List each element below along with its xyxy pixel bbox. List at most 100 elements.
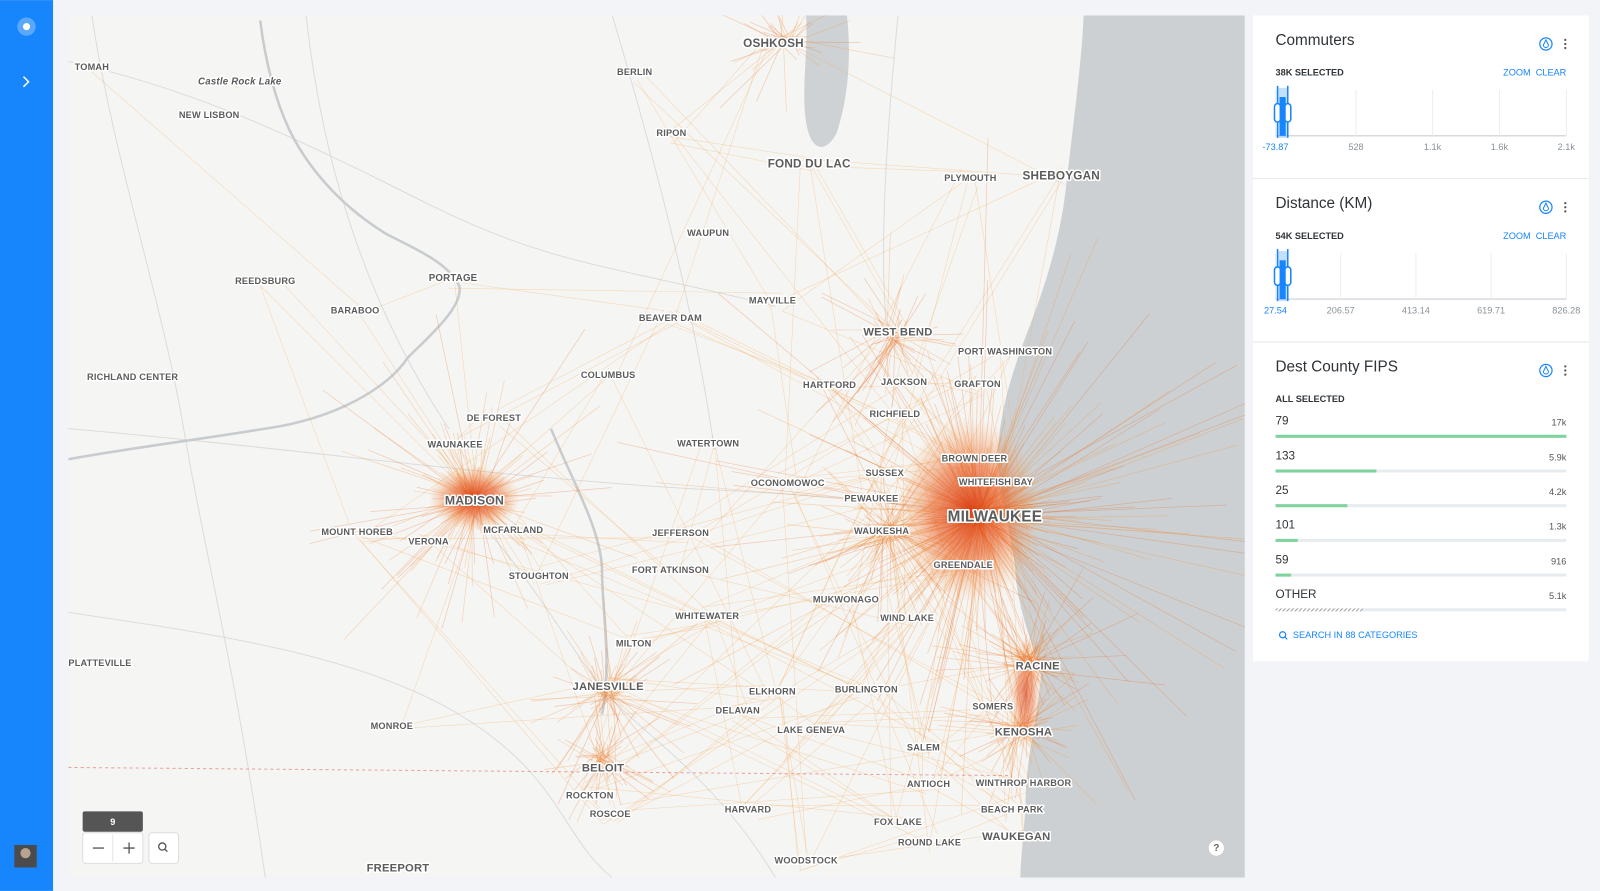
flow-line [799, 791, 1028, 872]
widget-menu-dot[interactable] [1564, 210, 1567, 213]
flow-line [933, 720, 1022, 724]
map-label: WHITEWATER [675, 611, 739, 621]
widget-color-button[interactable] [1539, 200, 1553, 214]
category-bar[interactable] [1275, 469, 1377, 473]
flow-line [784, 40, 820, 66]
flow-line [885, 333, 910, 378]
flow-line [779, 695, 808, 856]
flow-line [891, 338, 938, 380]
expand-button[interactable] [22, 76, 30, 88]
category-label[interactable]: 79 [1276, 415, 1289, 428]
flow-line [890, 338, 915, 354]
map-label: GREENDALE [934, 560, 993, 570]
flow-line [676, 387, 899, 529]
map-label: BEAVER DAM [639, 313, 702, 323]
help-button[interactable] [1207, 839, 1225, 857]
map-label: RICHFIELD [870, 409, 921, 419]
flow-line [607, 710, 636, 755]
flow-line [600, 716, 736, 770]
category-bar[interactable] [1275, 608, 1363, 612]
flow-line [580, 445, 702, 791]
flow-line [837, 333, 898, 419]
flow-line [814, 532, 887, 566]
flow-line [588, 757, 600, 761]
flow-line [615, 620, 718, 681]
flow-line [866, 480, 877, 496]
flow-line [578, 656, 602, 699]
flow-line [594, 698, 606, 767]
widget-color-button[interactable] [1539, 363, 1553, 378]
flow-line [865, 341, 892, 372]
widget-menu-dot[interactable] [1564, 202, 1567, 205]
flow-line [913, 753, 1018, 810]
flow-line [890, 529, 908, 623]
map-label: PLATTEVILLE [68, 658, 131, 668]
map-label: WAUPUN [687, 228, 729, 238]
widget-action[interactable]: ZOOM [1503, 231, 1531, 241]
flow-line [358, 535, 361, 538]
widget-action[interactable]: CLEAR [1536, 68, 1567, 78]
widget-menu-dot[interactable] [1564, 42, 1567, 46]
category-label[interactable]: 25 [1276, 484, 1290, 497]
flow-line [673, 43, 779, 129]
flow-line [790, 46, 816, 49]
widget-menu-dot[interactable] [1564, 38, 1567, 42]
map-label: KENOSHA [995, 727, 1053, 739]
widget-menu-dot[interactable] [1564, 46, 1567, 50]
rivers [68, 20, 608, 715]
search-map[interactable] [148, 832, 180, 864]
flow-line [778, 17, 783, 38]
widget-menu-dot[interactable] [1564, 373, 1567, 376]
widget-menu-dot[interactable] [1564, 365, 1567, 368]
flow-line [596, 760, 620, 769]
flow-line [633, 82, 901, 336]
widget-action[interactable]: CLEAR [1536, 231, 1567, 241]
flow-line [863, 277, 900, 332]
flow-line [888, 536, 927, 611]
category-bar[interactable] [1275, 573, 1292, 577]
widget-menu-dot[interactable] [1564, 206, 1567, 209]
flow-line [848, 337, 900, 403]
category-label[interactable]: OTHER [1276, 588, 1317, 601]
flow-line [601, 761, 609, 778]
category-label[interactable]: 59 [1276, 553, 1289, 566]
category-search[interactable]: SEARCH IN 88 CATEGORIES [1293, 630, 1418, 640]
flow-line [606, 737, 621, 755]
flow-line [878, 335, 892, 359]
category-bar[interactable] [1275, 538, 1298, 542]
map-label: MADISON [445, 493, 504, 507]
flow-line [749, 21, 788, 39]
flow-line [607, 484, 787, 697]
zoom-in[interactable] [123, 842, 135, 854]
flow-line [700, 624, 860, 687]
flow-line [583, 786, 908, 819]
widget-color-button[interactable] [1539, 37, 1553, 51]
flow-line [594, 657, 601, 691]
flow-line [615, 693, 939, 849]
flow-line [544, 761, 605, 770]
flow-line [814, 619, 915, 738]
flow-line [606, 663, 613, 689]
flow-line [609, 693, 636, 718]
flow-line [498, 414, 712, 616]
flow-line [959, 726, 1025, 757]
flow-line [794, 492, 938, 834]
flow-line [606, 700, 621, 722]
widget-menu-dot[interactable] [1564, 369, 1567, 372]
map-label: ROCKTON [566, 790, 614, 800]
category-bar[interactable] [1275, 434, 1567, 438]
flow-line [625, 625, 698, 637]
flow-line [828, 470, 892, 528]
flow-line [864, 337, 897, 384]
x-tick-label: 27.54 [1264, 305, 1287, 315]
map[interactable]: OSHKOSH BERLIN TOMAH Castle Rock Lake NEW LI… [68, 0, 1352, 878]
category-bar[interactable] [1275, 504, 1348, 508]
flow-line [767, 25, 789, 46]
widget-action[interactable]: ZOOM [1503, 68, 1531, 78]
flow-line [895, 341, 936, 362]
category-track [1275, 469, 1567, 473]
category-label[interactable]: 133 [1276, 449, 1296, 462]
map-label: DELAVAN [716, 706, 760, 716]
flow-line [570, 667, 613, 695]
category-label[interactable]: 101 [1276, 519, 1296, 532]
